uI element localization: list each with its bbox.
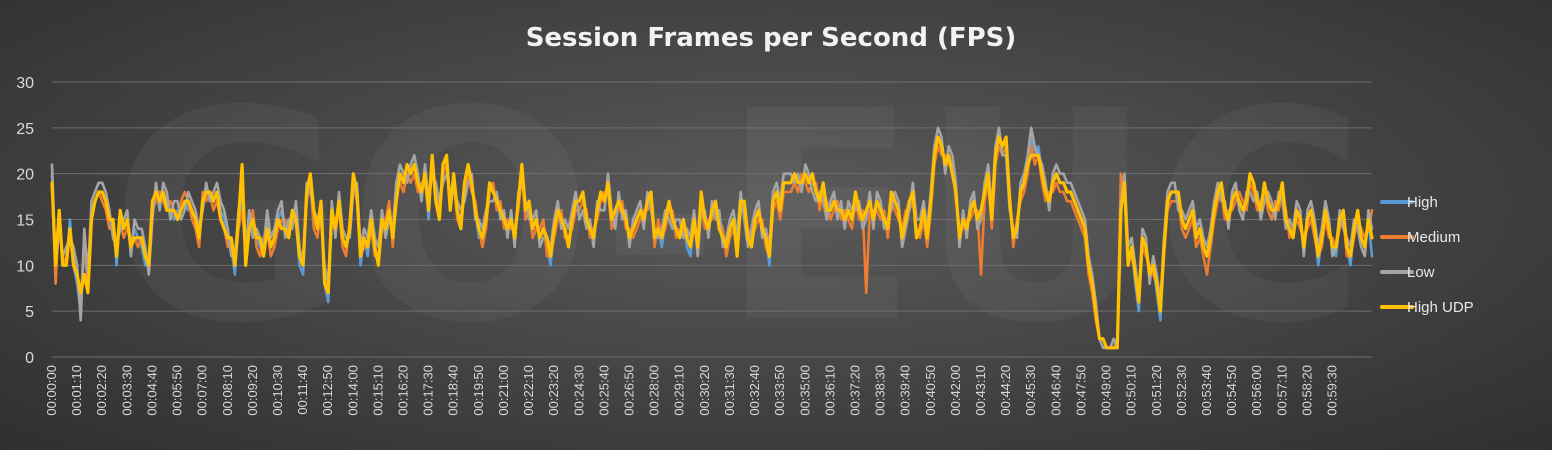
x-tick-label: 00:33:50 bbox=[772, 365, 787, 416]
x-tick-label: 00:17:30 bbox=[421, 365, 436, 416]
x-tick-label: 00:25:40 bbox=[596, 365, 611, 416]
x-tick-label: 00:00:00 bbox=[44, 365, 59, 416]
x-tick-label: 00:07:00 bbox=[195, 365, 210, 416]
x-tick-label: 00:30:20 bbox=[697, 365, 712, 416]
x-tick-label: 00:04:40 bbox=[144, 365, 159, 416]
x-tick-label: 00:57:10 bbox=[1274, 365, 1289, 416]
x-tick-label: 00:14:00 bbox=[345, 365, 360, 416]
y-tick-label: 25 bbox=[16, 121, 34, 138]
y-tick-label: 30 bbox=[16, 75, 34, 92]
y-tick-label: 15 bbox=[16, 213, 34, 230]
x-tick-label: 00:11:40 bbox=[295, 365, 310, 415]
x-tick-label: 00:46:40 bbox=[1048, 365, 1063, 416]
x-tick-label: 00:50:10 bbox=[1124, 365, 1139, 416]
x-tick-label: 00:09:20 bbox=[245, 365, 260, 416]
x-tick-label: 00:02:20 bbox=[94, 365, 109, 416]
x-tick-label: 00:12:50 bbox=[320, 365, 335, 416]
x-tick-label: 00:44:20 bbox=[998, 365, 1013, 416]
legend-label: High bbox=[1407, 194, 1438, 211]
series-line-high-udp bbox=[50, 135, 1374, 350]
x-tick-label: 00:01:10 bbox=[69, 365, 84, 416]
x-tick-label: 00:35:00 bbox=[797, 365, 812, 416]
y-tick-label: 20 bbox=[16, 167, 34, 184]
x-tick-label: 00:59:30 bbox=[1325, 365, 1340, 416]
x-tick-label: 00:21:00 bbox=[496, 365, 511, 416]
grid bbox=[52, 81, 1372, 358]
x-tick-label: 00:18:40 bbox=[446, 365, 461, 416]
x-tick-label: 00:42:00 bbox=[948, 365, 963, 416]
x-tick-label: 00:24:30 bbox=[571, 365, 586, 416]
x-tick-label: 00:53:40 bbox=[1199, 365, 1214, 416]
legend-label: High UDP bbox=[1407, 299, 1474, 316]
x-tick-label: 00:03:30 bbox=[119, 365, 134, 416]
x-tick-label: 00:52:30 bbox=[1174, 365, 1189, 416]
x-tick-label: 00:10:30 bbox=[270, 365, 285, 416]
x-tick-label: 00:32:40 bbox=[747, 365, 762, 416]
y-tick-label: 5 bbox=[25, 304, 34, 321]
x-tick-label: 00:31:30 bbox=[722, 365, 737, 416]
x-tick-label: 00:54:50 bbox=[1224, 365, 1239, 416]
plot-area bbox=[50, 126, 1374, 350]
x-tick-label: 00:15:10 bbox=[370, 365, 385, 416]
x-tick-label: 00:36:10 bbox=[822, 365, 837, 416]
x-tick-label: 00:45:30 bbox=[1023, 365, 1038, 416]
x-tick-label: 00:19:50 bbox=[471, 365, 486, 416]
x-tick-label: 00:37:20 bbox=[847, 365, 862, 416]
x-tick-label: 00:47:50 bbox=[1073, 365, 1088, 416]
x-tick-label: 00:56:00 bbox=[1249, 365, 1264, 416]
x-tick-label: 00:28:00 bbox=[647, 365, 662, 416]
y-tick-label: 10 bbox=[16, 258, 34, 275]
x-tick-label: 00:16:20 bbox=[396, 365, 411, 416]
x-tick-label: 00:05:50 bbox=[170, 365, 185, 416]
x-axis: 00:00:00 00:01:10 00:02:20 00:03:30 00:04:40… bbox=[44, 365, 1340, 416]
legend-label: Medium bbox=[1407, 229, 1460, 246]
chart-title: Session Frames per Second (FPS) bbox=[526, 23, 1017, 53]
y-axis: 0 5 10 15 20 25 30 bbox=[16, 75, 34, 367]
x-tick-label: 00:40:50 bbox=[923, 365, 938, 416]
x-tick-label: 00:23:20 bbox=[546, 365, 561, 416]
x-tick-label: 00:38:30 bbox=[873, 365, 888, 416]
x-tick-label: 00:51:20 bbox=[1149, 365, 1164, 416]
x-tick-label: 00:39:40 bbox=[898, 365, 913, 416]
x-tick-label: 00:49:00 bbox=[1099, 365, 1114, 416]
x-tick-label: 00:43:10 bbox=[973, 365, 988, 416]
x-tick-label: 00:22:10 bbox=[521, 365, 536, 416]
legend: High Medium Low High UDP bbox=[1380, 194, 1474, 316]
legend-label: Low bbox=[1407, 264, 1435, 281]
x-tick-label: 00:58:20 bbox=[1299, 365, 1314, 416]
x-tick-label: 00:26:50 bbox=[622, 365, 637, 416]
x-tick-label: 00:29:10 bbox=[672, 365, 687, 416]
y-tick-label: 0 bbox=[25, 350, 34, 367]
x-tick-label: 00:08:10 bbox=[220, 365, 235, 416]
